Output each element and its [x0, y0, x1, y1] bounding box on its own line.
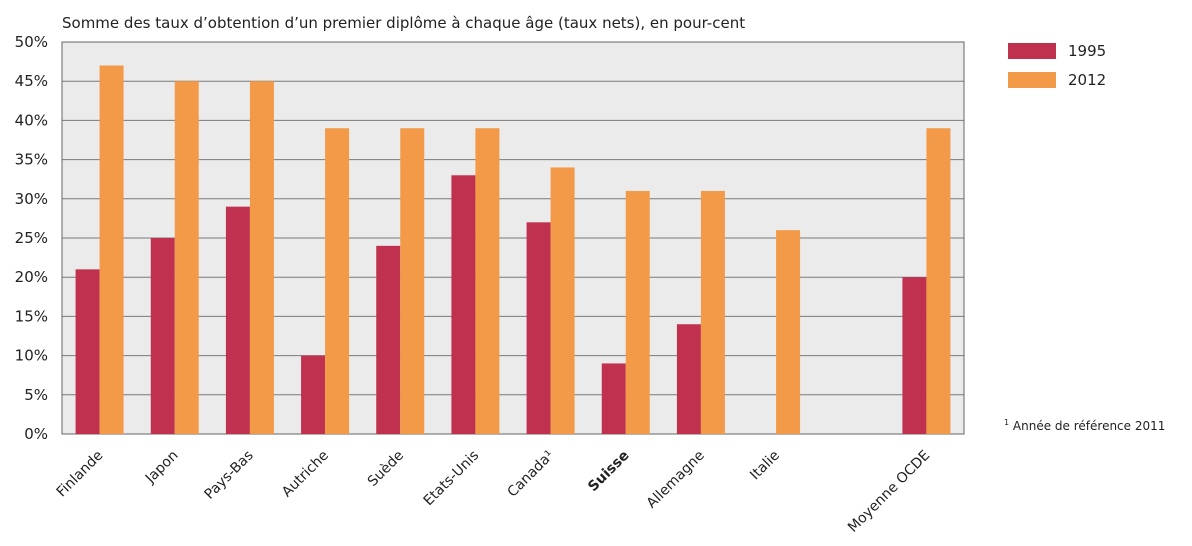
- bar-2012-4: [400, 128, 425, 435]
- bar-1995-5: [451, 175, 476, 434]
- bar-2012-1: [174, 81, 199, 434]
- bar-2012-6: [550, 167, 575, 434]
- footnote-marker: 1: [1004, 418, 1010, 427]
- y-tick-label: 10%: [15, 347, 48, 365]
- bar-2012-8: [700, 190, 725, 434]
- y-tick-label: 40%: [15, 111, 48, 129]
- x-tick-label: Allemagne: [644, 448, 708, 512]
- bar-1995-8: [676, 324, 701, 434]
- y-tick-label: 45%: [15, 72, 48, 90]
- bar-1995-6: [526, 222, 551, 434]
- legend-item-1995: 1995: [1008, 42, 1106, 60]
- y-tick-label: 35%: [15, 151, 48, 169]
- legend-label-2012: 2012: [1068, 71, 1107, 89]
- legend-swatch-2012: [1008, 72, 1056, 88]
- bar-1995-0: [75, 269, 100, 434]
- bar-2012-9: [776, 230, 801, 434]
- bar-2012-0: [99, 65, 124, 435]
- x-tick-label: Italie: [747, 448, 783, 484]
- y-tick-label: 20%: [15, 268, 48, 286]
- chart-title: Somme des taux d’obtention d’un premier …: [62, 14, 746, 32]
- y-tick-label: 15%: [15, 307, 48, 325]
- x-tick-label: Suède: [365, 448, 407, 490]
- x-tick-label: Japon: [142, 448, 182, 488]
- bar-1995-11: [902, 277, 927, 434]
- y-tick-label: 0%: [24, 425, 48, 443]
- x-tick-label: Suisse: [585, 448, 632, 495]
- bar-1995-2: [225, 206, 250, 434]
- bar-1995-3: [301, 355, 326, 434]
- bar-2012-2: [249, 81, 274, 434]
- x-tick-label: Finlande: [54, 448, 107, 501]
- x-tick-label: Etats-Unis: [421, 448, 483, 510]
- footnote: 1 Année de référence 2011: [1004, 418, 1165, 433]
- bar-2012-11: [926, 128, 951, 435]
- y-tick-label: 25%: [15, 229, 48, 247]
- footnote-text: Année de référence 2011: [1012, 419, 1166, 433]
- legend-swatch-1995: [1008, 43, 1056, 59]
- bar-1995-4: [376, 245, 401, 434]
- plot-border: [61, 41, 965, 435]
- x-tick-label: Autriche: [279, 448, 332, 501]
- bar-2012-3: [325, 128, 350, 435]
- bar-2012-5: [475, 128, 500, 435]
- bar-1995-1: [150, 238, 175, 434]
- x-tick-label: Moyenne OCDE: [845, 448, 933, 536]
- x-tick-label: Pays-Bas: [202, 448, 257, 503]
- bar-1995-7: [601, 363, 626, 434]
- legend-item-2012: 2012: [1008, 71, 1106, 89]
- y-tick-label: 5%: [24, 386, 48, 404]
- x-tick-label: Canada¹: [504, 448, 557, 501]
- y-tick-label: 30%: [15, 190, 48, 208]
- legend-label-1995: 1995: [1068, 42, 1107, 60]
- y-tick-label: 50%: [15, 33, 48, 51]
- bar-2012-7: [625, 190, 650, 434]
